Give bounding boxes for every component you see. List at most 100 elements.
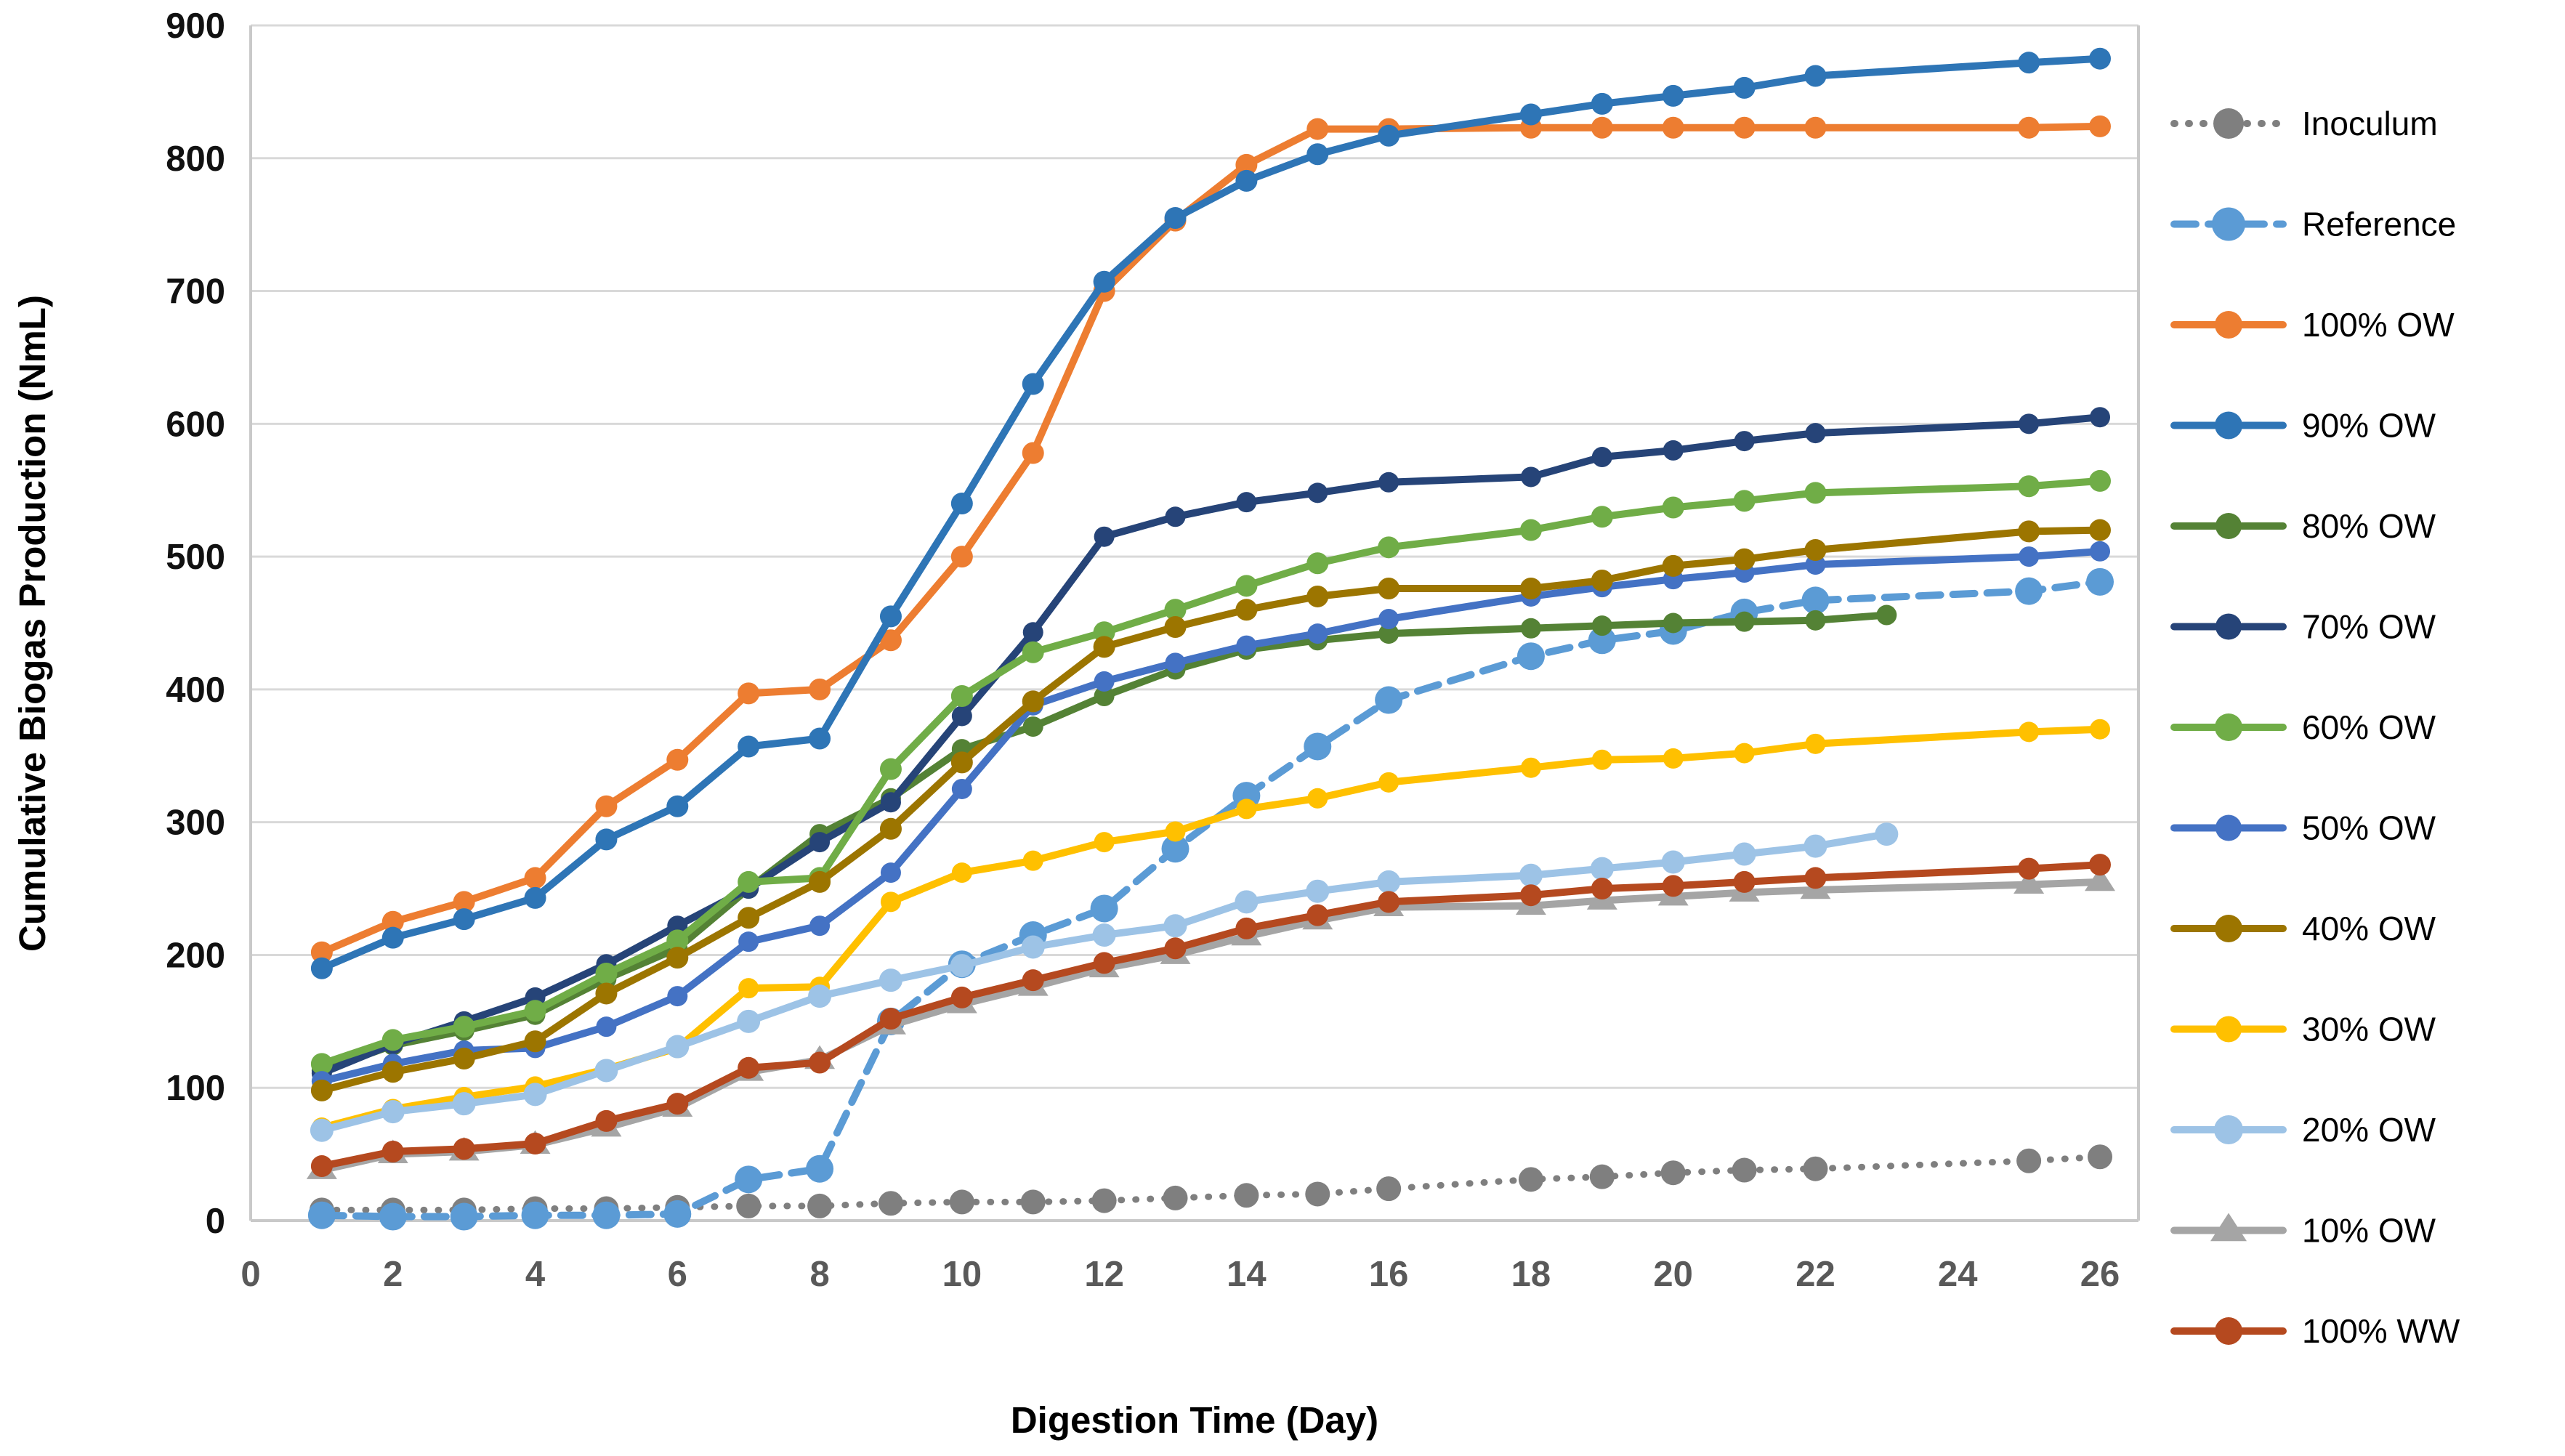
series-20-ow xyxy=(310,822,1899,1142)
series-marker-30-ow-day-10 xyxy=(951,862,972,883)
y-tick-label-0: 0 xyxy=(206,1202,225,1241)
legend-item-70-ow: 70% OW xyxy=(2170,608,2436,646)
series-marker-100-ww-day-4 xyxy=(524,1132,546,1154)
series-marker-40-ow-day-14 xyxy=(1235,599,1258,621)
x-tick-label-2: 2 xyxy=(383,1255,403,1294)
x-tick-labels: 0 2 4 6 8 10 12 14 16 18 20 22 24 26 xyxy=(241,1255,2120,1294)
series-marker-90-ow-day-13 xyxy=(1164,207,1187,230)
series-marker-reference-day-15 xyxy=(1304,732,1332,761)
series-marker-40-ow-day-25 xyxy=(2018,520,2040,543)
series-marker-30-ow-day-7 xyxy=(738,978,759,999)
series-marker-90-ow-day-10 xyxy=(950,493,973,514)
series-90-ow xyxy=(310,47,2111,979)
series-marker-20-ow-day-19 xyxy=(1590,857,1614,881)
legend-label-inoculum: Inoculum xyxy=(2302,105,2438,142)
series-marker-inoculum-day-20 xyxy=(1660,1160,1686,1186)
series-marker-30-ow-day-11 xyxy=(1022,850,1043,871)
series-inoculum xyxy=(309,1144,2112,1223)
series-marker-100-ow-day-6 xyxy=(666,748,689,771)
series-marker-40-ow-day-18 xyxy=(1519,577,1542,599)
y-tick-label-200: 200 xyxy=(166,936,225,975)
series-marker-100-ow-day-9 xyxy=(879,629,902,652)
series-marker-inoculum-day-12 xyxy=(1091,1188,1117,1213)
legend-item-100-ow: 100% OW xyxy=(2170,306,2455,344)
legend-label-60-ow: 60% OW xyxy=(2302,708,2436,746)
series-marker-80-ow-day-23 xyxy=(1876,604,1897,626)
x-tick-label-26: 26 xyxy=(2080,1255,2120,1294)
series-marker-inoculum-day-10 xyxy=(949,1189,974,1215)
series-marker-100-ww-day-18 xyxy=(1519,884,1542,907)
series-marker-100-ow-day-7 xyxy=(738,682,760,705)
series-marker-60-ow-day-2 xyxy=(381,1029,404,1051)
x-tick-label-12: 12 xyxy=(1084,1255,1124,1294)
series-marker-80-ow-day-22 xyxy=(1805,610,1826,631)
series-marker-30-ow-day-20 xyxy=(1663,748,1684,769)
series-marker-20-ow-day-13 xyxy=(1163,914,1187,938)
series-marker-50-ow-day-26 xyxy=(2090,541,2110,562)
series-marker-50-ow-day-9 xyxy=(880,862,901,883)
legend-label-20-ow: 20% OW xyxy=(2302,1111,2436,1149)
series-marker-90-ow-day-11 xyxy=(1022,373,1044,395)
series-marker-60-ow-day-4 xyxy=(524,1000,546,1022)
series-marker-40-ow-day-3 xyxy=(453,1048,475,1070)
series-marker-40-ow-day-5 xyxy=(595,982,618,1005)
series-marker-100-ow-day-4 xyxy=(524,867,546,889)
series-marker-60-ow-day-26 xyxy=(2089,469,2111,492)
series-marker-inoculum-day-18 xyxy=(1518,1167,1543,1192)
series-marker-50-ow-day-16 xyxy=(1378,609,1399,630)
y-tick-label-700: 700 xyxy=(166,272,225,312)
series-marker-20-ow-day-18 xyxy=(1519,863,1543,887)
series-marker-reference-day-12 xyxy=(1090,894,1118,923)
legend-item-40-ow: 40% OW xyxy=(2170,910,2436,947)
x-tick-label-18: 18 xyxy=(1511,1255,1551,1294)
series-marker-70-ow-day-26 xyxy=(2090,407,2110,428)
series-marker-reference-day-8 xyxy=(806,1154,834,1183)
series-marker-100-ww-day-12 xyxy=(1093,952,1115,974)
series-marker-inoculum-day-19 xyxy=(1589,1164,1615,1189)
series-marker-60-ow-day-3 xyxy=(453,1016,475,1038)
series-marker-inoculum-day-21 xyxy=(1732,1157,1757,1183)
series-marker-40-ow-day-1 xyxy=(310,1079,333,1101)
series-marker-30-ow-day-21 xyxy=(1734,743,1755,764)
series-marker-70-ow-day-15 xyxy=(1307,482,1328,503)
series-marker-30-ow-day-18 xyxy=(1520,757,1541,778)
series-marker-40-ow-day-7 xyxy=(738,907,760,929)
legend-item-10-ow: 10% OW xyxy=(2170,1212,2436,1250)
series-marker-inoculum-day-11 xyxy=(1020,1189,1046,1215)
series-marker-10-ow-day-26 xyxy=(2085,867,2115,891)
series-marker-80-ow-day-11 xyxy=(1022,716,1043,737)
series-marker-70-ow-day-10 xyxy=(951,705,972,727)
series-marker-90-ow-day-2 xyxy=(381,926,404,949)
series-marker-reference-day-19 xyxy=(1588,626,1616,655)
series-marker-100-ow-day-10 xyxy=(950,546,973,568)
series-marker-100-ow-day-26 xyxy=(2089,115,2111,137)
series-marker-reference-day-4 xyxy=(521,1201,549,1229)
series-marker-50-ow-day-25 xyxy=(2019,546,2040,567)
series-marker-100-ww-day-3 xyxy=(453,1138,475,1160)
series-marker-50-ow-day-6 xyxy=(667,986,688,1007)
series-marker-90-ow-day-9 xyxy=(879,605,902,628)
series-marker-20-ow-day-23 xyxy=(1875,822,1899,846)
legend-item-100-ww: 100% WW xyxy=(2170,1312,2460,1350)
series-line-100-ww xyxy=(318,861,2104,1170)
series-marker-100-ww-day-10 xyxy=(950,986,973,1008)
series-marker-100-ww-day-26 xyxy=(2089,854,2111,876)
series-marker-100-ww-day-22 xyxy=(1804,867,1827,889)
legend-label-90-ow: 90% OW xyxy=(2302,407,2436,445)
series-marker-100-ow-day-8 xyxy=(809,678,831,700)
series-marker-100-ww-day-8 xyxy=(809,1051,831,1074)
series-marker-60-ow-day-13 xyxy=(1164,599,1187,621)
series-marker-90-ow-day-6 xyxy=(666,795,689,817)
legend-marker-10-ow xyxy=(2210,1213,2247,1242)
legend-label-10-ow: 10% OW xyxy=(2302,1212,2436,1250)
series-marker-100-ow-day-21 xyxy=(1733,116,1756,139)
series-marker-90-ow-day-7 xyxy=(738,735,760,758)
series-marker-20-ow-day-11 xyxy=(1021,935,1045,959)
series-marker-10-ow-day-25 xyxy=(2013,870,2045,894)
series-marker-30-ow-day-22 xyxy=(1805,733,1826,754)
legend-item-80-ow: 80% OW xyxy=(2170,507,2436,545)
series-marker-reference-day-7 xyxy=(735,1165,763,1194)
series-line-40-ow xyxy=(318,526,2104,1094)
series-marker-100-ow-day-25 xyxy=(2018,116,2040,139)
series-marker-50-ow-day-5 xyxy=(596,1016,617,1038)
